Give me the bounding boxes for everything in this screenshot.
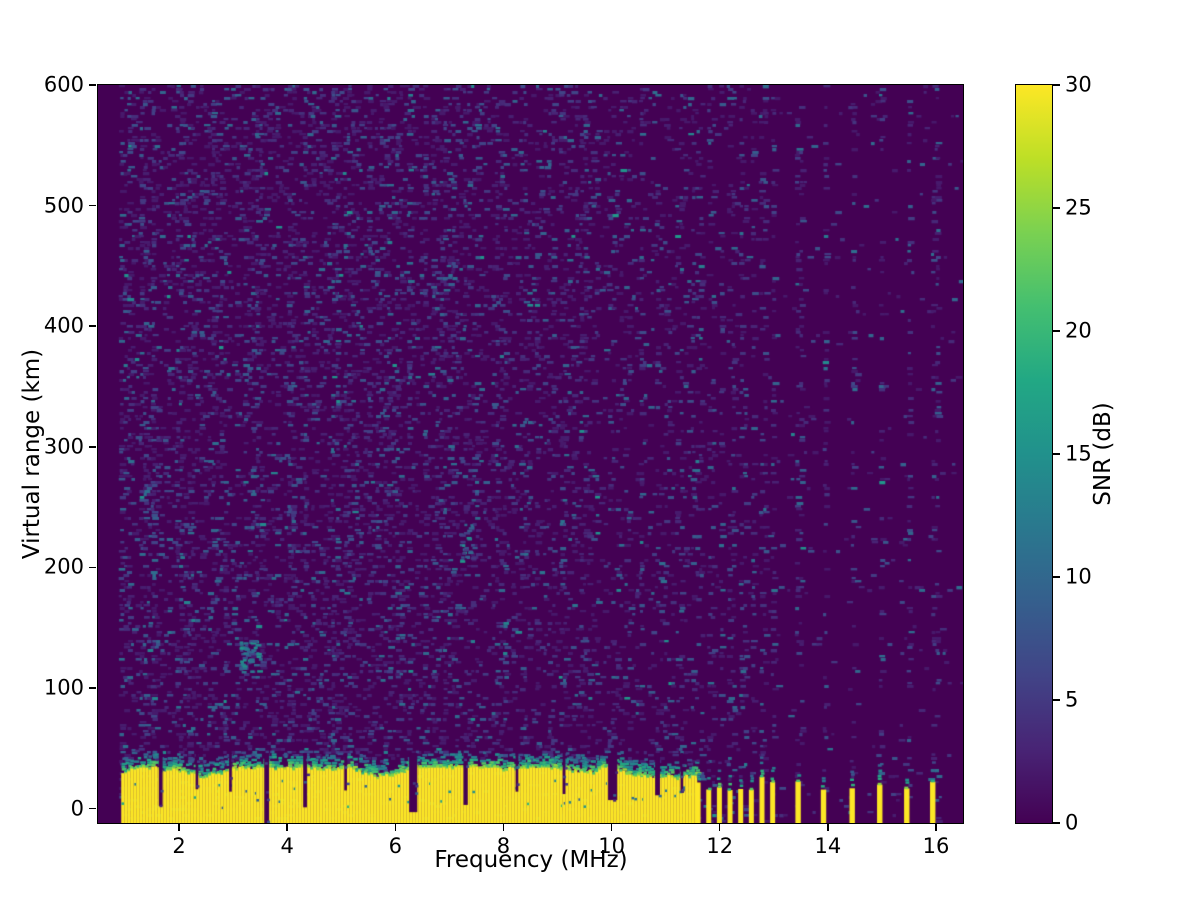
colorbar-tick-label: 5 (1065, 690, 1078, 711)
y-tick (89, 84, 96, 86)
colorbar-tick-label: 0 (1065, 813, 1078, 834)
x-tick (935, 824, 937, 831)
x-tick (286, 824, 288, 831)
x-tick (611, 824, 613, 831)
ionogram-heatmap (98, 85, 963, 823)
plot-area (97, 84, 964, 824)
colorbar-tick-label: 10 (1065, 567, 1092, 588)
x-tick (719, 824, 721, 831)
colorbar-tick (1053, 207, 1060, 209)
y-tick-label: 500 (44, 195, 84, 216)
y-axis-label: Virtual range (km) (19, 349, 45, 559)
x-tick (178, 824, 180, 831)
colorbar-tick (1053, 330, 1060, 332)
y-tick (89, 325, 96, 327)
colorbar-label: SNR (dB) (1090, 402, 1116, 505)
colorbar-tick (1053, 699, 1060, 701)
x-tick (827, 824, 829, 831)
y-tick (89, 808, 96, 810)
x-tick (395, 824, 397, 831)
x-tick (503, 824, 505, 831)
y-tick-label: 0 (71, 798, 84, 819)
colorbar-tick-label: 30 (1065, 75, 1092, 96)
colorbar-gradient (1016, 85, 1052, 823)
y-tick-label: 200 (44, 557, 84, 578)
y-tick (89, 446, 96, 448)
colorbar-tick (1053, 822, 1060, 824)
colorbar-tick-label: 15 (1065, 444, 1092, 465)
y-tick-label: 300 (44, 436, 84, 457)
y-tick (89, 687, 96, 689)
x-axis-label: Frequency (MHz) (98, 847, 964, 873)
y-tick (89, 567, 96, 569)
y-tick (89, 205, 96, 207)
y-tick-label: 400 (44, 316, 84, 337)
colorbar (1015, 84, 1053, 824)
colorbar-tick (1053, 84, 1060, 86)
y-tick-label: 600 (44, 75, 84, 96)
colorbar-tick (1053, 453, 1060, 455)
colorbar-tick (1053, 576, 1060, 578)
colorbar-tick-label: 25 (1065, 198, 1092, 219)
colorbar-tick-label: 20 (1065, 321, 1092, 342)
y-tick-label: 100 (44, 677, 84, 698)
ionogram-figure: IRF Kiruna Ionosonde KI167 2026-01-30 00… (0, 0, 1200, 900)
